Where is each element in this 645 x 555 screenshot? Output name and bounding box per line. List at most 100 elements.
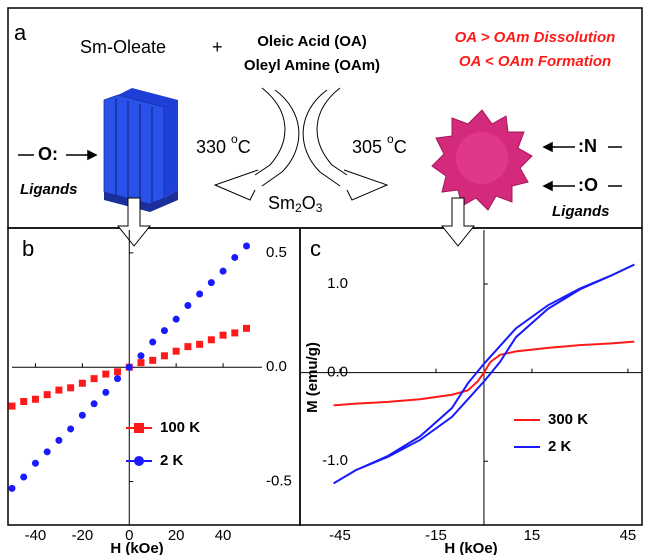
panel-label: c [310,236,321,261]
panel-c-frame [299,227,643,526]
marker [114,368,122,376]
marker [43,448,51,456]
x-axis-label: H (kOe) [110,540,163,555]
legend-marker [134,423,144,433]
temperature: 330 oC [196,132,251,157]
marker [137,359,145,367]
y-axis-label: M (emu/g) [304,342,321,413]
x-tick-label: -15 [425,527,447,544]
ligand: :N [578,136,597,156]
marker [149,356,157,364]
nanoplate-stack [103,88,178,212]
line [333,263,635,485]
marker [137,352,145,360]
marker [31,395,39,403]
y-tick-label: 1.0 [327,275,348,292]
ligands-label: Ligands [552,203,610,220]
temperature: 305 oC [352,132,407,157]
marker [231,329,239,337]
reaction-arrows [213,87,389,201]
marker [20,473,28,481]
y-tick-label: 0.0 [327,364,348,381]
marker [219,331,227,339]
legend-label: 2 K [160,452,184,469]
marker [20,398,28,406]
marker [184,301,192,309]
marker [207,336,215,344]
x-axis-label: H (kOe) [444,540,497,555]
temp-sup: o [231,132,238,146]
marker [8,484,16,492]
marker [78,379,86,387]
legend-label: 300 K [548,411,588,428]
temp-unit: C [394,137,407,157]
temp-number: 330 [196,137,226,157]
x-tick-label: -40 [25,527,47,544]
y-tick-label: -0.5 [266,473,292,490]
line [333,340,635,407]
marker [149,338,157,346]
ligand: O: [38,144,58,164]
marker [172,347,180,355]
oxide-sub: 2 [295,201,302,215]
x-tick-label: 20 [168,527,185,544]
marker [102,370,110,378]
surfactant: Oleyl Amine (OAm) [244,57,380,74]
marker [67,384,75,392]
marker [102,388,110,396]
x-tick-label: -45 [329,527,351,544]
marker [114,375,122,383]
marker [55,386,63,394]
ligand: :O [578,175,598,195]
x-tick-label: 0 [125,527,133,544]
marker [207,279,215,287]
temp-unit: C [238,137,251,157]
x-tick-label: -20 [72,527,94,544]
temp-sup: o [387,132,394,146]
plus: + [212,37,223,57]
panel-b-frame [7,227,301,526]
marker [243,242,251,250]
marker [67,425,75,433]
marker [31,459,39,467]
y-tick-label: -1.0 [322,452,348,469]
nanoflower [431,109,533,211]
marker [243,324,251,332]
marker [78,411,86,419]
down-arrows [116,197,476,247]
rule: OA < OAm Formation [459,53,611,70]
y-tick-label: 0.0 [266,358,287,375]
marker [55,436,63,444]
marker [172,315,180,323]
ligand-bonds [18,141,622,192]
marker [219,267,227,275]
legend-label: 2 K [548,438,572,455]
marker [160,327,168,335]
oxide: Sm2O3 [268,193,323,215]
marker [231,253,239,261]
x-tick-label: 45 [620,527,637,544]
x-tick-label: 15 [524,527,541,544]
marker [196,340,204,348]
marker [184,343,192,351]
precursor: Sm-Oleate [80,37,166,57]
marker [125,363,133,371]
marker [90,400,98,408]
oxide-part: Sm [268,193,295,213]
marker [160,352,168,360]
legend-marker [134,456,144,466]
surfactant: Oleic Acid (OA) [257,33,366,50]
panel-label: b [22,236,34,261]
oxide-part: O [302,193,316,213]
marker [196,290,204,298]
legend-label: 100 K [160,419,200,436]
temp-number: 305 [352,137,382,157]
y-tick-label: 0.5 [266,244,287,261]
marker [90,375,98,383]
x-tick-label: 40 [215,527,232,544]
oxide-sub: 3 [316,201,323,215]
rule: OA > OAm Dissolution [455,29,616,46]
marker [43,391,51,399]
panel-label: a [14,20,27,45]
